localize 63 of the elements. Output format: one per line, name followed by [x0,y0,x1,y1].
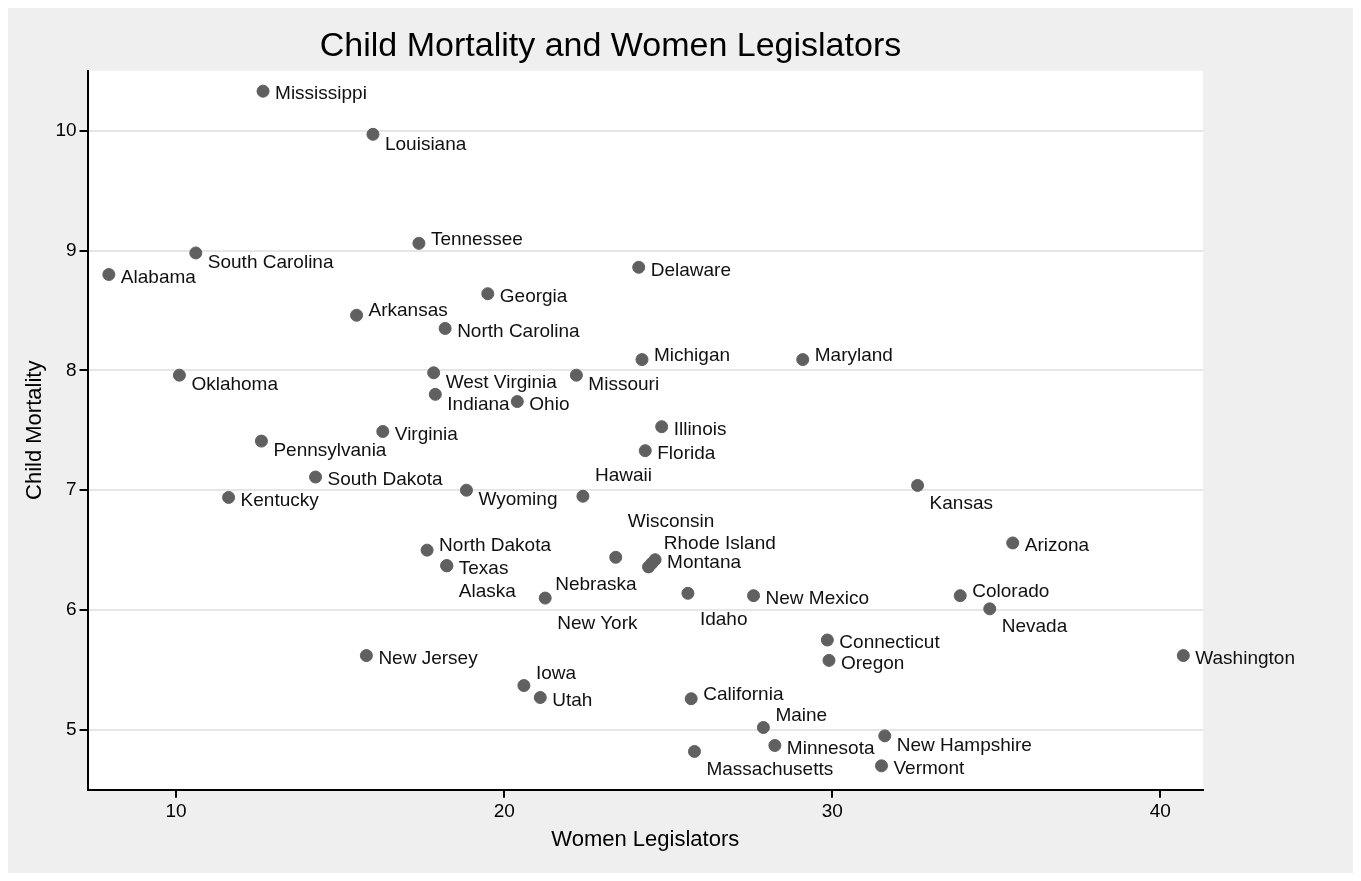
data-label: Michigan [653,343,731,365]
data-label: Connecticut [839,631,941,653]
data-label: South Carolina [207,251,334,273]
y-axis-title: Child Mortality [21,360,47,500]
chart-title: Child Mortality and Women Legislators [319,24,902,63]
y-tick-label: 5 [65,718,77,740]
data-label: Pennsylvania [273,439,387,461]
data-label: Delaware [650,258,731,280]
data-label: Oregon [840,651,905,673]
data-label: Utah [552,688,593,710]
data-label: New York [557,612,638,634]
data-label: South Dakota [327,468,444,490]
data-label: Indiana [447,392,511,414]
data-label: Alabama [120,265,197,287]
x-tick-label: 20 [493,800,515,822]
data-label: Texas [458,556,509,578]
data-label: Rhode Island [663,531,776,553]
data-label: New Hampshire [896,734,1032,756]
x-tick-label: 40 [1149,800,1171,822]
x-axis-title: Women Legislators [551,825,740,851]
data-label: Massachusetts [706,757,834,779]
y-tick-label: 9 [65,238,77,260]
data-label: Virginia [394,422,459,444]
data-label: Alaska [458,579,517,601]
data-label: North Carolina [457,319,581,341]
data-label: Georgia [499,284,568,306]
data-label: Mississippi [275,82,367,104]
data-label: Oklahoma [191,373,279,395]
y-tick-label: 10 [55,118,77,140]
data-label: Florida [657,441,716,463]
y-tick-label: 6 [65,598,77,620]
data-label: Missouri [588,373,660,395]
data-label: Wisconsin [627,509,715,531]
data-label: Vermont [893,757,965,779]
data-label: Tennessee [430,227,523,249]
data-label: Wyoming [478,488,558,510]
data-label: Ohio [529,392,570,414]
x-tick-label: 10 [165,800,187,822]
data-label: Maryland [814,343,893,365]
data-label: West Virginia [445,371,558,393]
y-tick-label: 7 [65,478,77,500]
y-tick-label: 8 [65,358,77,380]
x-tick-label: 30 [821,800,843,822]
data-label: Minnesota [786,736,875,758]
data-label: Louisiana [384,132,467,154]
data-label: Colorado [972,579,1050,601]
data-label: New Jersey [378,646,479,668]
data-label: Nebraska [555,573,637,595]
data-label: Kentucky [240,488,320,510]
data-label: Kansas [929,491,993,513]
data-label: California [703,682,784,704]
data-label: Hawaii [594,464,652,486]
data-label: Washington [1195,646,1295,668]
data-label: Montana [667,550,742,572]
data-label: Nevada [1001,615,1068,637]
data-label: Maine [775,703,828,725]
data-label: Illinois [673,417,727,439]
data-label: Arkansas [368,299,448,321]
data-label: Idaho [699,607,748,629]
data-label: Arizona [1024,534,1090,556]
data-label: New Mexico [765,586,870,608]
data-label: North Dakota [439,534,552,556]
data-label: Iowa [535,661,577,683]
